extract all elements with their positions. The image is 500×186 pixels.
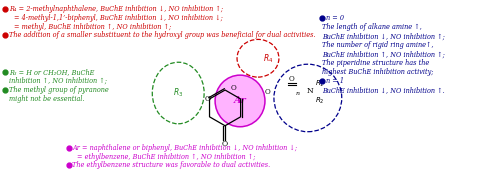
Text: R₄ = 2-methylnaphthalene, BuChE inhibition ↓, NO inhibition ↑;: R₄ = 2-methylnaphthalene, BuChE inhibiti… [8, 5, 223, 13]
Text: Ar = naphthalene or biphenyl, BuChE inhibition ↓, NO inhibition ↓;: Ar = naphthalene or biphenyl, BuChE inhi… [72, 144, 298, 152]
Text: BuChE inhibition ↓, NO inhibition ↑;: BuChE inhibition ↓, NO inhibition ↑; [322, 32, 444, 40]
Text: N: N [306, 87, 313, 95]
Text: O: O [230, 84, 236, 92]
Text: O: O [289, 75, 295, 83]
Text: might not be essential.: might not be essential. [8, 95, 85, 103]
Text: Ar: Ar [234, 96, 246, 105]
Text: $R_1$: $R_1$ [315, 79, 324, 89]
Text: The addition of a smaller substituent to the hydroxyl group was beneficial for d: The addition of a smaller substituent to… [8, 31, 316, 39]
Text: $R_2$: $R_2$ [315, 96, 324, 106]
Text: The ethylbenzene structure was favorable to dual activities.: The ethylbenzene structure was favorable… [72, 161, 270, 169]
Text: n: n [296, 92, 300, 97]
Text: highest BuChE inhibition activity;: highest BuChE inhibition activity; [322, 68, 434, 76]
Text: = 4-methyl-1,1’-biphenyl, BuChE inhibition ↓, NO inhibition ↓;: = 4-methyl-1,1’-biphenyl, BuChE inhibiti… [14, 14, 222, 22]
Text: n = 0: n = 0 [326, 14, 344, 22]
Text: O: O [265, 88, 271, 96]
Text: BuChE inhibition ↑, NO inhibition ↑;: BuChE inhibition ↑, NO inhibition ↑; [322, 50, 444, 58]
Text: O: O [204, 95, 210, 103]
Text: = ethylbenzene, BuChE inhibition ↑, NO inhibition ↑;: = ethylbenzene, BuChE inhibition ↑, NO i… [78, 153, 256, 161]
Text: n = 1: n = 1 [326, 77, 344, 85]
Text: O: O [222, 140, 228, 148]
Text: The length of alkane amine ↑,: The length of alkane amine ↑, [322, 23, 422, 31]
Text: The number of rigid ring amine↑,: The number of rigid ring amine↑, [322, 41, 434, 49]
Text: R₃ = H or CH₂OH, BuChE: R₃ = H or CH₂OH, BuChE [8, 68, 94, 76]
Text: $R_3$: $R_3$ [173, 87, 184, 99]
Ellipse shape [215, 75, 265, 127]
Text: = methyl, BuChE inhibition ↑, NO inhibition ↑;: = methyl, BuChE inhibition ↑, NO inhibit… [14, 23, 171, 31]
Text: The methyl group of pyranone: The methyl group of pyranone [8, 86, 108, 94]
Text: The piperidine structure has the: The piperidine structure has the [322, 59, 429, 67]
Text: inhibition ↑, NO inhibition ↑;: inhibition ↑, NO inhibition ↑; [8, 77, 106, 85]
Text: $R_4$: $R_4$ [263, 52, 273, 65]
Text: BuChE inhibition ↓, NO inhibition ↑.: BuChE inhibition ↓, NO inhibition ↑. [322, 86, 444, 94]
